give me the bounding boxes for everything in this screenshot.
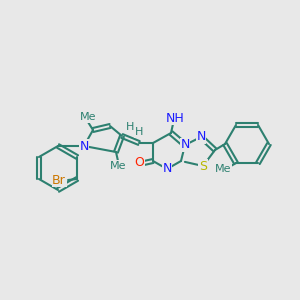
Text: S: S — [199, 160, 207, 172]
Text: N: N — [79, 140, 89, 152]
Text: N: N — [162, 163, 172, 176]
Text: Me: Me — [80, 112, 96, 122]
Text: H: H — [135, 127, 143, 137]
Text: O: O — [134, 157, 144, 169]
Text: N: N — [196, 130, 206, 143]
Text: Me: Me — [110, 161, 126, 171]
Text: Me: Me — [215, 164, 231, 174]
Text: H: H — [126, 122, 134, 132]
Text: N: N — [180, 139, 190, 152]
Text: NH: NH — [166, 112, 184, 124]
Text: Br: Br — [52, 173, 66, 187]
